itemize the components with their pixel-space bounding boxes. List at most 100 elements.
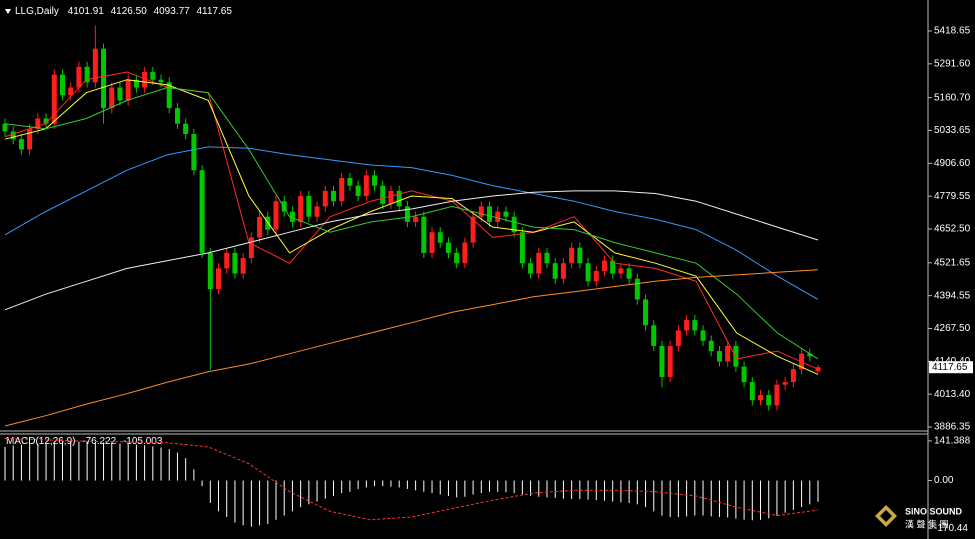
- candle-body: [35, 118, 41, 129]
- moving-average: [4, 79, 819, 375]
- candle-body: [552, 263, 558, 279]
- candle-body: [569, 247, 575, 264]
- y-tick-label: 4779.55: [934, 191, 971, 202]
- y-tick-label: 4906.60: [934, 158, 971, 169]
- candle-body: [610, 260, 616, 274]
- candle-body: [101, 48, 107, 109]
- candle-body: [659, 345, 665, 377]
- logo-subtitle: 漢 聲 集 團: [905, 518, 949, 529]
- candle-body: [125, 79, 131, 101]
- candle-body: [815, 367, 821, 372]
- candle-body: [741, 366, 747, 383]
- candle-body: [84, 66, 90, 83]
- candle-body: [445, 242, 451, 253]
- logo: SiNO SOUND 漢 聲 集 團: [875, 505, 963, 529]
- candle-body: [544, 252, 550, 264]
- macd-header: MACD(12,26,9) -76.222 -105.003: [6, 436, 163, 447]
- candle-body: [643, 299, 649, 326]
- candle-body: [306, 196, 312, 217]
- candle-body: [601, 260, 607, 271]
- candle-body: [782, 382, 788, 385]
- candle-body: [708, 340, 714, 352]
- candle-body: [454, 252, 460, 264]
- candle-body: [626, 268, 632, 279]
- candle-body: [749, 382, 755, 401]
- candle-body: [807, 353, 813, 357]
- y-tick-label: 3886.35: [934, 422, 971, 433]
- moving-average: [4, 71, 819, 370]
- candle-body: [470, 216, 476, 243]
- candle-body: [166, 82, 172, 109]
- candle-body: [684, 320, 690, 331]
- chart-title: LLG,Daily: [15, 6, 59, 17]
- logo-name: SiNO SOUND: [905, 506, 963, 516]
- candle-body: [593, 270, 599, 282]
- candle-body: [109, 87, 115, 109]
- y-tick-label: 4013.40: [934, 389, 971, 400]
- candle-body: [339, 177, 345, 202]
- candle-body: [585, 263, 591, 282]
- high-label: 4126.50: [111, 6, 148, 17]
- macd-value: -76.222: [82, 436, 116, 447]
- candle-body: [158, 79, 164, 83]
- candle-body: [766, 395, 772, 406]
- y-tick-label: 4394.55: [934, 290, 971, 301]
- candle-body: [92, 48, 98, 83]
- y-tick-label: 4521.65: [934, 257, 971, 268]
- moving-average: [4, 146, 819, 300]
- y-tick-label: 5160.70: [934, 92, 971, 103]
- candle-body: [774, 384, 780, 406]
- price-tag: [929, 361, 973, 374]
- price-tag-label: 4117.65: [932, 362, 968, 373]
- candle-body: [281, 201, 287, 212]
- signal-line: [4, 438, 819, 521]
- macd-title: MACD(12,26,9): [6, 436, 75, 447]
- candle-body: [790, 369, 796, 383]
- close-label: 4117.65: [197, 6, 233, 17]
- candle-body: [692, 320, 698, 331]
- candle-body: [76, 66, 82, 88]
- candle-body: [700, 330, 706, 341]
- candle-body: [437, 232, 443, 243]
- candle-body: [257, 216, 263, 238]
- candle-body: [725, 345, 731, 362]
- candle-body: [117, 87, 123, 101]
- y-tick-label: 0.00: [934, 475, 954, 486]
- candle-body: [51, 74, 57, 124]
- candle-body: [528, 263, 534, 274]
- moving-average: [4, 86, 819, 360]
- candle-body: [577, 247, 583, 264]
- candle-body: [675, 330, 681, 346]
- moving-average: [4, 190, 819, 311]
- candle-body: [363, 175, 369, 197]
- candle-body: [199, 170, 205, 253]
- candle-body: [667, 345, 673, 377]
- candle-body: [207, 252, 213, 290]
- candle-body: [142, 71, 148, 88]
- candle-body: [174, 108, 180, 124]
- candle-body: [2, 123, 8, 132]
- candle-body: [618, 268, 624, 274]
- candle-body: [651, 325, 657, 346]
- y-tick-label: -170.44: [934, 523, 968, 534]
- candle-body: [10, 131, 16, 140]
- candle-body: [183, 123, 189, 135]
- candle-body: [634, 278, 640, 300]
- candle-body: [18, 139, 24, 150]
- candle-body: [273, 201, 279, 230]
- candle-body: [758, 395, 764, 401]
- candle-body: [224, 252, 230, 269]
- candle-body: [191, 134, 197, 171]
- candle-body: [355, 185, 361, 197]
- candle-body: [495, 211, 501, 222]
- y-tick-label: 5418.65: [934, 26, 971, 37]
- candle-body: [43, 118, 49, 124]
- y-tick-label: 5033.65: [934, 125, 971, 136]
- low-label: 4093.77: [154, 6, 191, 17]
- menu-triangle: [5, 9, 11, 14]
- candle-body: [27, 128, 33, 150]
- candle-body: [314, 206, 320, 217]
- candle-body: [536, 252, 542, 274]
- candle-body: [59, 74, 65, 96]
